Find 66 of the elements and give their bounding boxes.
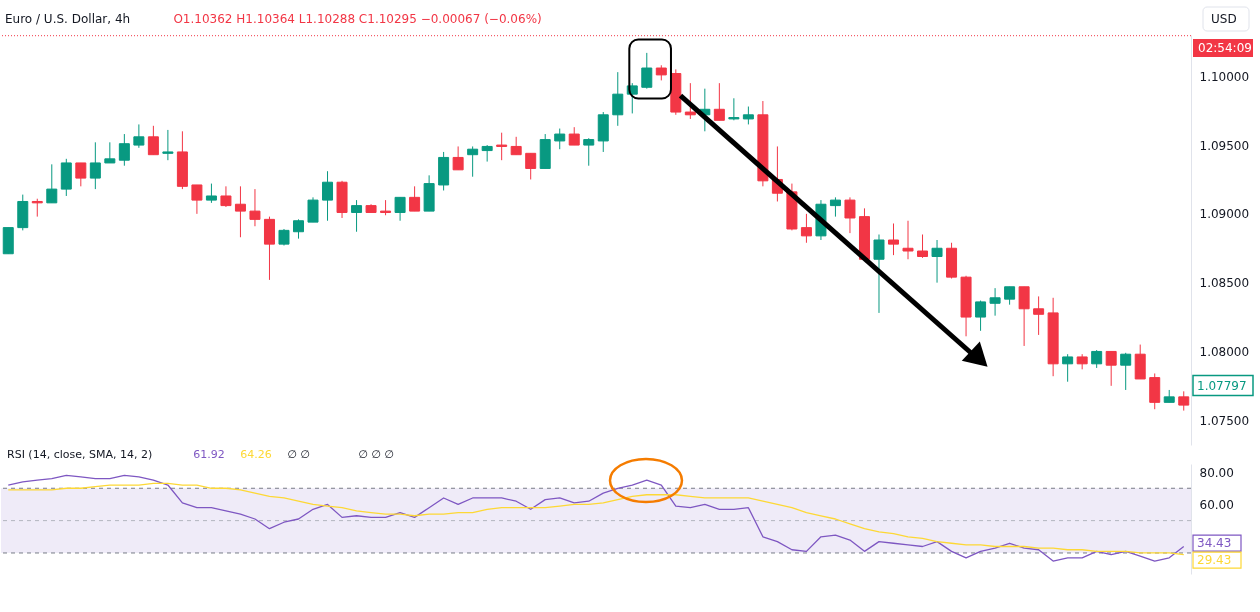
candlestick — [554, 128, 566, 150]
candlestick — [800, 213, 812, 244]
text: 29.43 — [1197, 553, 1232, 568]
candlestick — [249, 188, 261, 227]
candlestick — [46, 163, 58, 204]
candlestick — [351, 199, 363, 233]
candlestick — [409, 185, 421, 212]
y-tick-label: 1.10000 — [1199, 69, 1250, 84]
candlestick — [902, 220, 914, 260]
candlestick — [452, 145, 464, 171]
candlestick — [394, 196, 406, 222]
candlestick — [133, 123, 145, 149]
candlestick — [104, 141, 116, 164]
candlestick — [844, 196, 856, 234]
candlestick — [931, 239, 943, 284]
candlestick — [220, 185, 232, 208]
candlestick — [917, 234, 929, 259]
candlestick — [641, 52, 653, 90]
text: 34.43 — [1197, 536, 1232, 551]
candlestick — [234, 185, 246, 238]
y-tick-label: 60.00 — [1199, 497, 1234, 512]
text: ∅ ∅ — [287, 448, 310, 461]
candlestick — [496, 132, 508, 161]
candlestick — [1018, 286, 1030, 347]
candlestick — [525, 152, 537, 180]
candlestick — [583, 137, 595, 167]
candlestick — [1105, 350, 1117, 387]
candlestick — [1120, 352, 1132, 391]
y-tick-label: 1.09000 — [1199, 207, 1250, 222]
candlestick — [89, 141, 101, 190]
chart-title: Euro / U.S. Dollar, 4h — [5, 12, 131, 26]
y-tick-label: 80.00 — [1199, 465, 1234, 480]
candlestick — [205, 183, 217, 204]
candlestick — [118, 133, 130, 167]
text: 61.92 — [193, 448, 225, 461]
candlestick — [989, 287, 1001, 317]
chart-subtitle: O1.10362 H1.10364 L1.10288 C1.10295 −0.00067 (−0.06%) — [173, 12, 542, 26]
candlestick — [322, 170, 334, 222]
text: 64.26 — [240, 448, 272, 461]
text: USD — [1211, 12, 1237, 26]
y-tick-label: 1.09500 — [1199, 138, 1250, 153]
candlestick — [293, 218, 304, 240]
y-tick-label: 1.08500 — [1199, 276, 1250, 291]
candlestick — [467, 145, 479, 178]
line-series — [7, 474, 1185, 562]
candlestick — [612, 71, 624, 127]
text: ∅ ∅ ∅ — [358, 448, 394, 461]
candlestick — [147, 125, 159, 156]
candlestick — [191, 184, 203, 215]
candlestick — [713, 82, 725, 121]
candlestick — [75, 162, 87, 187]
candlestick — [162, 129, 174, 161]
chart-title: RSI (14, close, SMA, 14, 2) — [7, 448, 153, 461]
candlestick — [307, 196, 319, 223]
text: 1.07797 — [1197, 378, 1247, 393]
y-tick-label: 1.08000 — [1199, 344, 1250, 359]
candlestick — [1062, 353, 1074, 383]
candlestick — [684, 82, 696, 120]
candlestick — [873, 234, 885, 314]
candlestick — [975, 300, 987, 332]
candlestick — [1178, 390, 1190, 412]
text: 02:54:09 — [1198, 41, 1252, 55]
candlestick — [1033, 295, 1045, 336]
candlestick — [888, 222, 899, 256]
candlestick — [829, 196, 841, 218]
y-tick-label: 1.07500 — [1199, 413, 1250, 428]
